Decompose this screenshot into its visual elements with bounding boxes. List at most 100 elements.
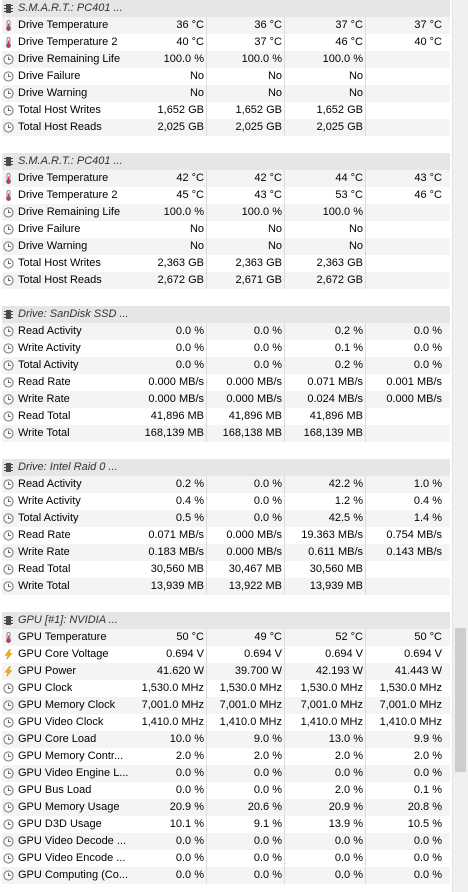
clock-icon bbox=[3, 564, 14, 575]
sensor-min-value: 2.0 % bbox=[207, 748, 285, 765]
sensor-row[interactable]: Drive Failure No No No bbox=[2, 68, 450, 85]
sensor-label: GPU Bus Load bbox=[18, 784, 92, 796]
chip-icon bbox=[3, 309, 14, 320]
sensor-row[interactable]: Read Total 41,896 MB 41,896 MB 41,896 MB bbox=[2, 408, 450, 425]
sensor-group-header[interactable]: S.M.A.R.T.: PC401 ... bbox=[2, 0, 450, 17]
sensor-max-value: 13.0 % bbox=[285, 731, 366, 748]
sensor-row[interactable]: GPU D3D Usage 10.1 % 9.1 % 13.9 % 10.5 % bbox=[2, 816, 450, 833]
sensor-min-value: 0.0 % bbox=[207, 357, 285, 374]
sensor-avg-value: 0.4 % bbox=[413, 495, 442, 507]
sensor-row[interactable]: Write Total 13,939 MB 13,922 MB 13,939 MB bbox=[2, 578, 450, 595]
sensor-group-title: Drive: Intel Raid 0 ... bbox=[18, 461, 118, 473]
sensor-row[interactable]: Write Rate 0.000 MB/s 0.000 MB/s 0.024 MB/s… bbox=[2, 391, 450, 408]
sensor-row[interactable]: Read Activity 0.0 % 0.0 % 0.2 % 0.0 % bbox=[2, 323, 450, 340]
clock-icon bbox=[3, 819, 14, 830]
sensor-max-value: 0.0 % bbox=[285, 765, 366, 782]
sensor-current-value: 0.694 V bbox=[128, 646, 207, 663]
sensor-row[interactable]: Total Host Reads 2,025 GB 2,025 GB 2,025 GB bbox=[2, 119, 450, 136]
sensor-group-header[interactable]: Drive: SanDisk SSD ... bbox=[2, 306, 450, 323]
sensor-row[interactable]: GPU Clock 1,530.0 MHz 1,530.0 MHz 1,530.0 M… bbox=[2, 680, 450, 697]
sensor-current-value: 42 °C bbox=[128, 170, 207, 187]
sensor-label: Read Activity bbox=[18, 478, 82, 490]
sensor-current-value: No bbox=[128, 68, 207, 85]
sensor-max-value: 2,025 GB bbox=[285, 119, 366, 136]
sensor-row[interactable]: Drive Temperature 42 °C 42 °C 44 °C 43 °C bbox=[2, 170, 450, 187]
sensor-current-value: 0.0 % bbox=[128, 340, 207, 357]
sensor-min-value: No bbox=[207, 85, 285, 102]
sensor-row[interactable]: Drive Remaining Life 100.0 % 100.0 % 100.0 … bbox=[2, 51, 450, 68]
sensor-row[interactable]: Drive Failure No No No bbox=[2, 221, 450, 238]
sensor-avg-value bbox=[366, 238, 444, 255]
sensor-group-header[interactable]: GPU [#1]: NVIDIA ... bbox=[2, 612, 450, 629]
sensor-row[interactable]: GPU Video Engine L... 0.0 % 0.0 % 0.0 % 0.0 … bbox=[2, 765, 450, 782]
sensor-row[interactable]: GPU Computing (Co... 0.0 % 0.0 % 0.0 % 0.0 % bbox=[2, 867, 450, 884]
sensor-group-title: Drive: SanDisk SSD ... bbox=[18, 308, 128, 320]
sensor-row[interactable]: Total Host Writes 2,363 GB 2,363 GB 2,363 G… bbox=[2, 255, 450, 272]
sensor-row[interactable]: Drive Warning No No No bbox=[2, 85, 450, 102]
sensor-row[interactable]: Read Total 30,560 MB 30,467 MB 30,560 MB bbox=[2, 561, 450, 578]
sensor-current-value: 100.0 % bbox=[128, 204, 207, 221]
sensor-row[interactable]: Drive Temperature 36 °C 36 °C 37 °C 37 °C bbox=[2, 17, 450, 34]
sensor-min-value: 0.0 % bbox=[207, 833, 285, 850]
sensor-current-value: 0.4 % bbox=[128, 493, 207, 510]
sensor-max-value: 20.9 % bbox=[285, 799, 366, 816]
sensor-avg-value: 20.8 % bbox=[407, 801, 442, 813]
sensor-current-value: 40 °C bbox=[128, 34, 207, 51]
sensor-row[interactable]: Write Total 168,139 MB 168,138 MB 168,139 M… bbox=[2, 425, 450, 442]
sensor-max-value: 13.9 % bbox=[285, 816, 366, 833]
sensor-current-value: 0.0 % bbox=[128, 833, 207, 850]
sensor-row[interactable]: GPU Video Clock 1,410.0 MHz 1,410.0 MHz 1,4… bbox=[2, 714, 450, 731]
sensor-row[interactable]: Drive Temperature 2 40 °C 37 °C 46 °C 40 °C bbox=[2, 34, 450, 51]
sensor-row[interactable]: GPU Core Load 10.0 % 9.0 % 13.0 % 9.9 % bbox=[2, 731, 450, 748]
clock-icon bbox=[3, 751, 14, 762]
sensor-row[interactable]: Drive Remaining Life 100.0 % 100.0 % 100.0 … bbox=[2, 204, 450, 221]
sensor-avg-value bbox=[366, 204, 444, 221]
sensor-row[interactable]: GPU Bus Load 0.0 % 0.0 % 2.0 % 0.1 % bbox=[2, 782, 450, 799]
sensor-row[interactable]: Write Activity 0.4 % 0.0 % 1.2 % 0.4 % bbox=[2, 493, 450, 510]
vertical-scrollbar[interactable] bbox=[452, 0, 468, 892]
sensor-current-value: 168,139 MB bbox=[128, 425, 207, 442]
sensor-max-value: 1,410.0 MHz bbox=[285, 714, 366, 731]
sensor-row[interactable]: GPU Memory Contr... 2.0 % 2.0 % 2.0 % 2.0 % bbox=[2, 748, 450, 765]
sensor-row[interactable]: Total Host Reads 2,672 GB 2,671 GB 2,672 GB bbox=[2, 272, 450, 289]
sensor-row[interactable]: Drive Temperature 2 45 °C 43 °C 53 °C 46 °C bbox=[2, 187, 450, 204]
sensor-max-value: 46 °C bbox=[285, 34, 366, 51]
sensor-label: GPU Memory Contr... bbox=[18, 750, 124, 762]
sensor-row[interactable]: GPU Memory Clock 7,001.0 MHz 7,001.0 MHz 7,… bbox=[2, 697, 450, 714]
sensor-current-value: 30,560 MB bbox=[128, 561, 207, 578]
sensor-row[interactable]: Write Rate 0.183 MB/s 0.000 MB/s 0.611 MB/s… bbox=[2, 544, 450, 561]
sensor-group-header[interactable]: S.M.A.R.T.: PC401 ... bbox=[2, 153, 450, 170]
sensor-row[interactable]: GPU Memory Usage 20.9 % 20.6 % 20.9 % 20.8 % bbox=[2, 799, 450, 816]
sensor-max-value: 0.0 % bbox=[285, 833, 366, 850]
sensor-row[interactable]: Read Rate 0.000 MB/s 0.000 MB/s 0.071 MB/s 0… bbox=[2, 374, 450, 391]
sensor-current-value: 1,652 GB bbox=[128, 102, 207, 119]
sensor-label: Total Activity bbox=[18, 512, 79, 524]
sensor-label: Read Rate bbox=[18, 529, 71, 541]
sensor-label: Drive Temperature bbox=[18, 172, 109, 184]
thermometer-icon bbox=[3, 173, 14, 185]
sensor-group: Drive: SanDisk SSD ... Read Activity 0.0 %… bbox=[2, 306, 450, 442]
sensor-group-header[interactable]: Drive: Intel Raid 0 ... bbox=[2, 459, 450, 476]
sensor-row[interactable]: Read Activity 0.2 % 0.0 % 42.2 % 1.0 % bbox=[2, 476, 450, 493]
sensor-min-value: 100.0 % bbox=[207, 204, 285, 221]
sensor-row[interactable]: Total Activity 0.5 % 0.0 % 42.5 % 1.4 % bbox=[2, 510, 450, 527]
sensor-max-value: 37 °C bbox=[285, 17, 366, 34]
sensor-row[interactable]: Write Activity 0.0 % 0.0 % 0.1 % 0.0 % bbox=[2, 340, 450, 357]
sensor-current-value: No bbox=[128, 221, 207, 238]
sensor-row[interactable]: Total Host Writes 1,652 GB 1,652 GB 1,652 G… bbox=[2, 102, 450, 119]
sensor-row[interactable]: Drive Warning No No No bbox=[2, 238, 450, 255]
sensor-row[interactable]: GPU Video Decode ... 0.0 % 0.0 % 0.0 % 0.0 % bbox=[2, 833, 450, 850]
sensor-row[interactable]: GPU Core Voltage 0.694 V 0.694 V 0.694 V 0.6… bbox=[2, 646, 450, 663]
sensor-current-value: 13,939 MB bbox=[128, 578, 207, 595]
sensor-avg-value bbox=[366, 68, 444, 85]
sensor-row[interactable]: GPU Temperature 50 °C 49 °C 52 °C 50 °C bbox=[2, 629, 450, 646]
sensor-list: S.M.A.R.T.: PC401 ... Drive Temperature 36… bbox=[2, 0, 450, 884]
scroll-thumb[interactable] bbox=[455, 628, 466, 772]
sensor-row[interactable]: GPU Video Encode ... 0.0 % 0.0 % 0.0 % 0.0 % bbox=[2, 850, 450, 867]
sensor-max-value: 0.611 MB/s bbox=[285, 544, 366, 561]
sensor-current-value: 45 °C bbox=[128, 187, 207, 204]
sensor-row[interactable]: Total Activity 0.0 % 0.0 % 0.2 % 0.0 % bbox=[2, 357, 450, 374]
sensor-row[interactable]: Read Rate 0.071 MB/s 0.000 MB/s 19.363 MB/s… bbox=[2, 527, 450, 544]
sensor-row[interactable]: GPU Power 41.620 W 39.700 W 42.193 W 41.443 … bbox=[2, 663, 450, 680]
sensor-max-value: 1.2 % bbox=[285, 493, 366, 510]
